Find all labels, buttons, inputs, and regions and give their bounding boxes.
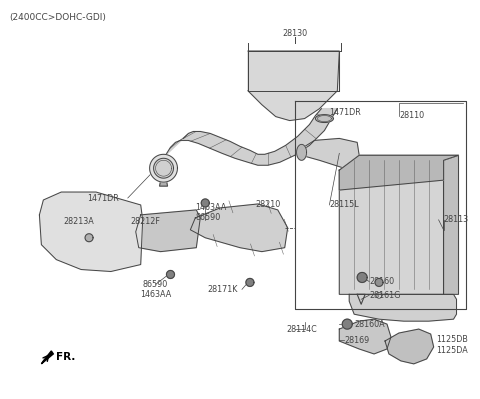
Text: 1125DB: 1125DB bbox=[437, 334, 468, 344]
Text: 1463AA: 1463AA bbox=[195, 203, 227, 212]
Polygon shape bbox=[248, 51, 339, 91]
Polygon shape bbox=[166, 109, 337, 165]
Polygon shape bbox=[349, 294, 456, 321]
Polygon shape bbox=[444, 155, 458, 294]
Polygon shape bbox=[167, 271, 174, 279]
Text: FR.: FR. bbox=[56, 352, 76, 362]
Polygon shape bbox=[136, 210, 200, 252]
Text: 28160A: 28160A bbox=[354, 320, 385, 329]
Text: 28160: 28160 bbox=[369, 277, 394, 286]
Text: 28213A: 28213A bbox=[63, 217, 94, 226]
Polygon shape bbox=[201, 199, 209, 207]
Polygon shape bbox=[85, 234, 93, 242]
Polygon shape bbox=[154, 158, 173, 178]
Polygon shape bbox=[315, 115, 333, 122]
Polygon shape bbox=[339, 155, 458, 170]
Text: 86590: 86590 bbox=[143, 280, 168, 289]
Text: 28210: 28210 bbox=[255, 200, 280, 209]
Polygon shape bbox=[246, 279, 254, 286]
Text: 28115L: 28115L bbox=[329, 200, 359, 209]
Polygon shape bbox=[301, 138, 359, 168]
Text: 28171K: 28171K bbox=[208, 285, 238, 294]
Text: 28212F: 28212F bbox=[131, 217, 161, 226]
Text: 28110: 28110 bbox=[399, 111, 424, 120]
Polygon shape bbox=[297, 144, 307, 160]
Text: 28169: 28169 bbox=[344, 336, 370, 344]
Text: 28113: 28113 bbox=[444, 215, 468, 224]
Text: 28114C: 28114C bbox=[287, 325, 317, 334]
Text: 1463AA: 1463AA bbox=[140, 290, 171, 299]
Text: 28161G: 28161G bbox=[369, 291, 400, 300]
Text: 1125DA: 1125DA bbox=[437, 346, 468, 356]
Polygon shape bbox=[41, 351, 53, 364]
Text: 1471DR: 1471DR bbox=[87, 194, 119, 203]
Polygon shape bbox=[159, 181, 168, 186]
Polygon shape bbox=[342, 319, 352, 329]
Text: (2400CC>DOHC-GDI): (2400CC>DOHC-GDI) bbox=[10, 13, 107, 22]
Polygon shape bbox=[39, 192, 143, 271]
Text: 28130: 28130 bbox=[282, 29, 307, 38]
Polygon shape bbox=[339, 319, 391, 354]
Polygon shape bbox=[150, 154, 178, 182]
Polygon shape bbox=[191, 204, 288, 252]
Text: 86590: 86590 bbox=[195, 213, 221, 222]
Polygon shape bbox=[385, 329, 433, 364]
Polygon shape bbox=[357, 273, 367, 282]
Text: 1471DR: 1471DR bbox=[329, 108, 361, 117]
Polygon shape bbox=[339, 160, 444, 294]
Polygon shape bbox=[375, 279, 383, 286]
Polygon shape bbox=[339, 155, 458, 190]
Polygon shape bbox=[248, 51, 339, 120]
